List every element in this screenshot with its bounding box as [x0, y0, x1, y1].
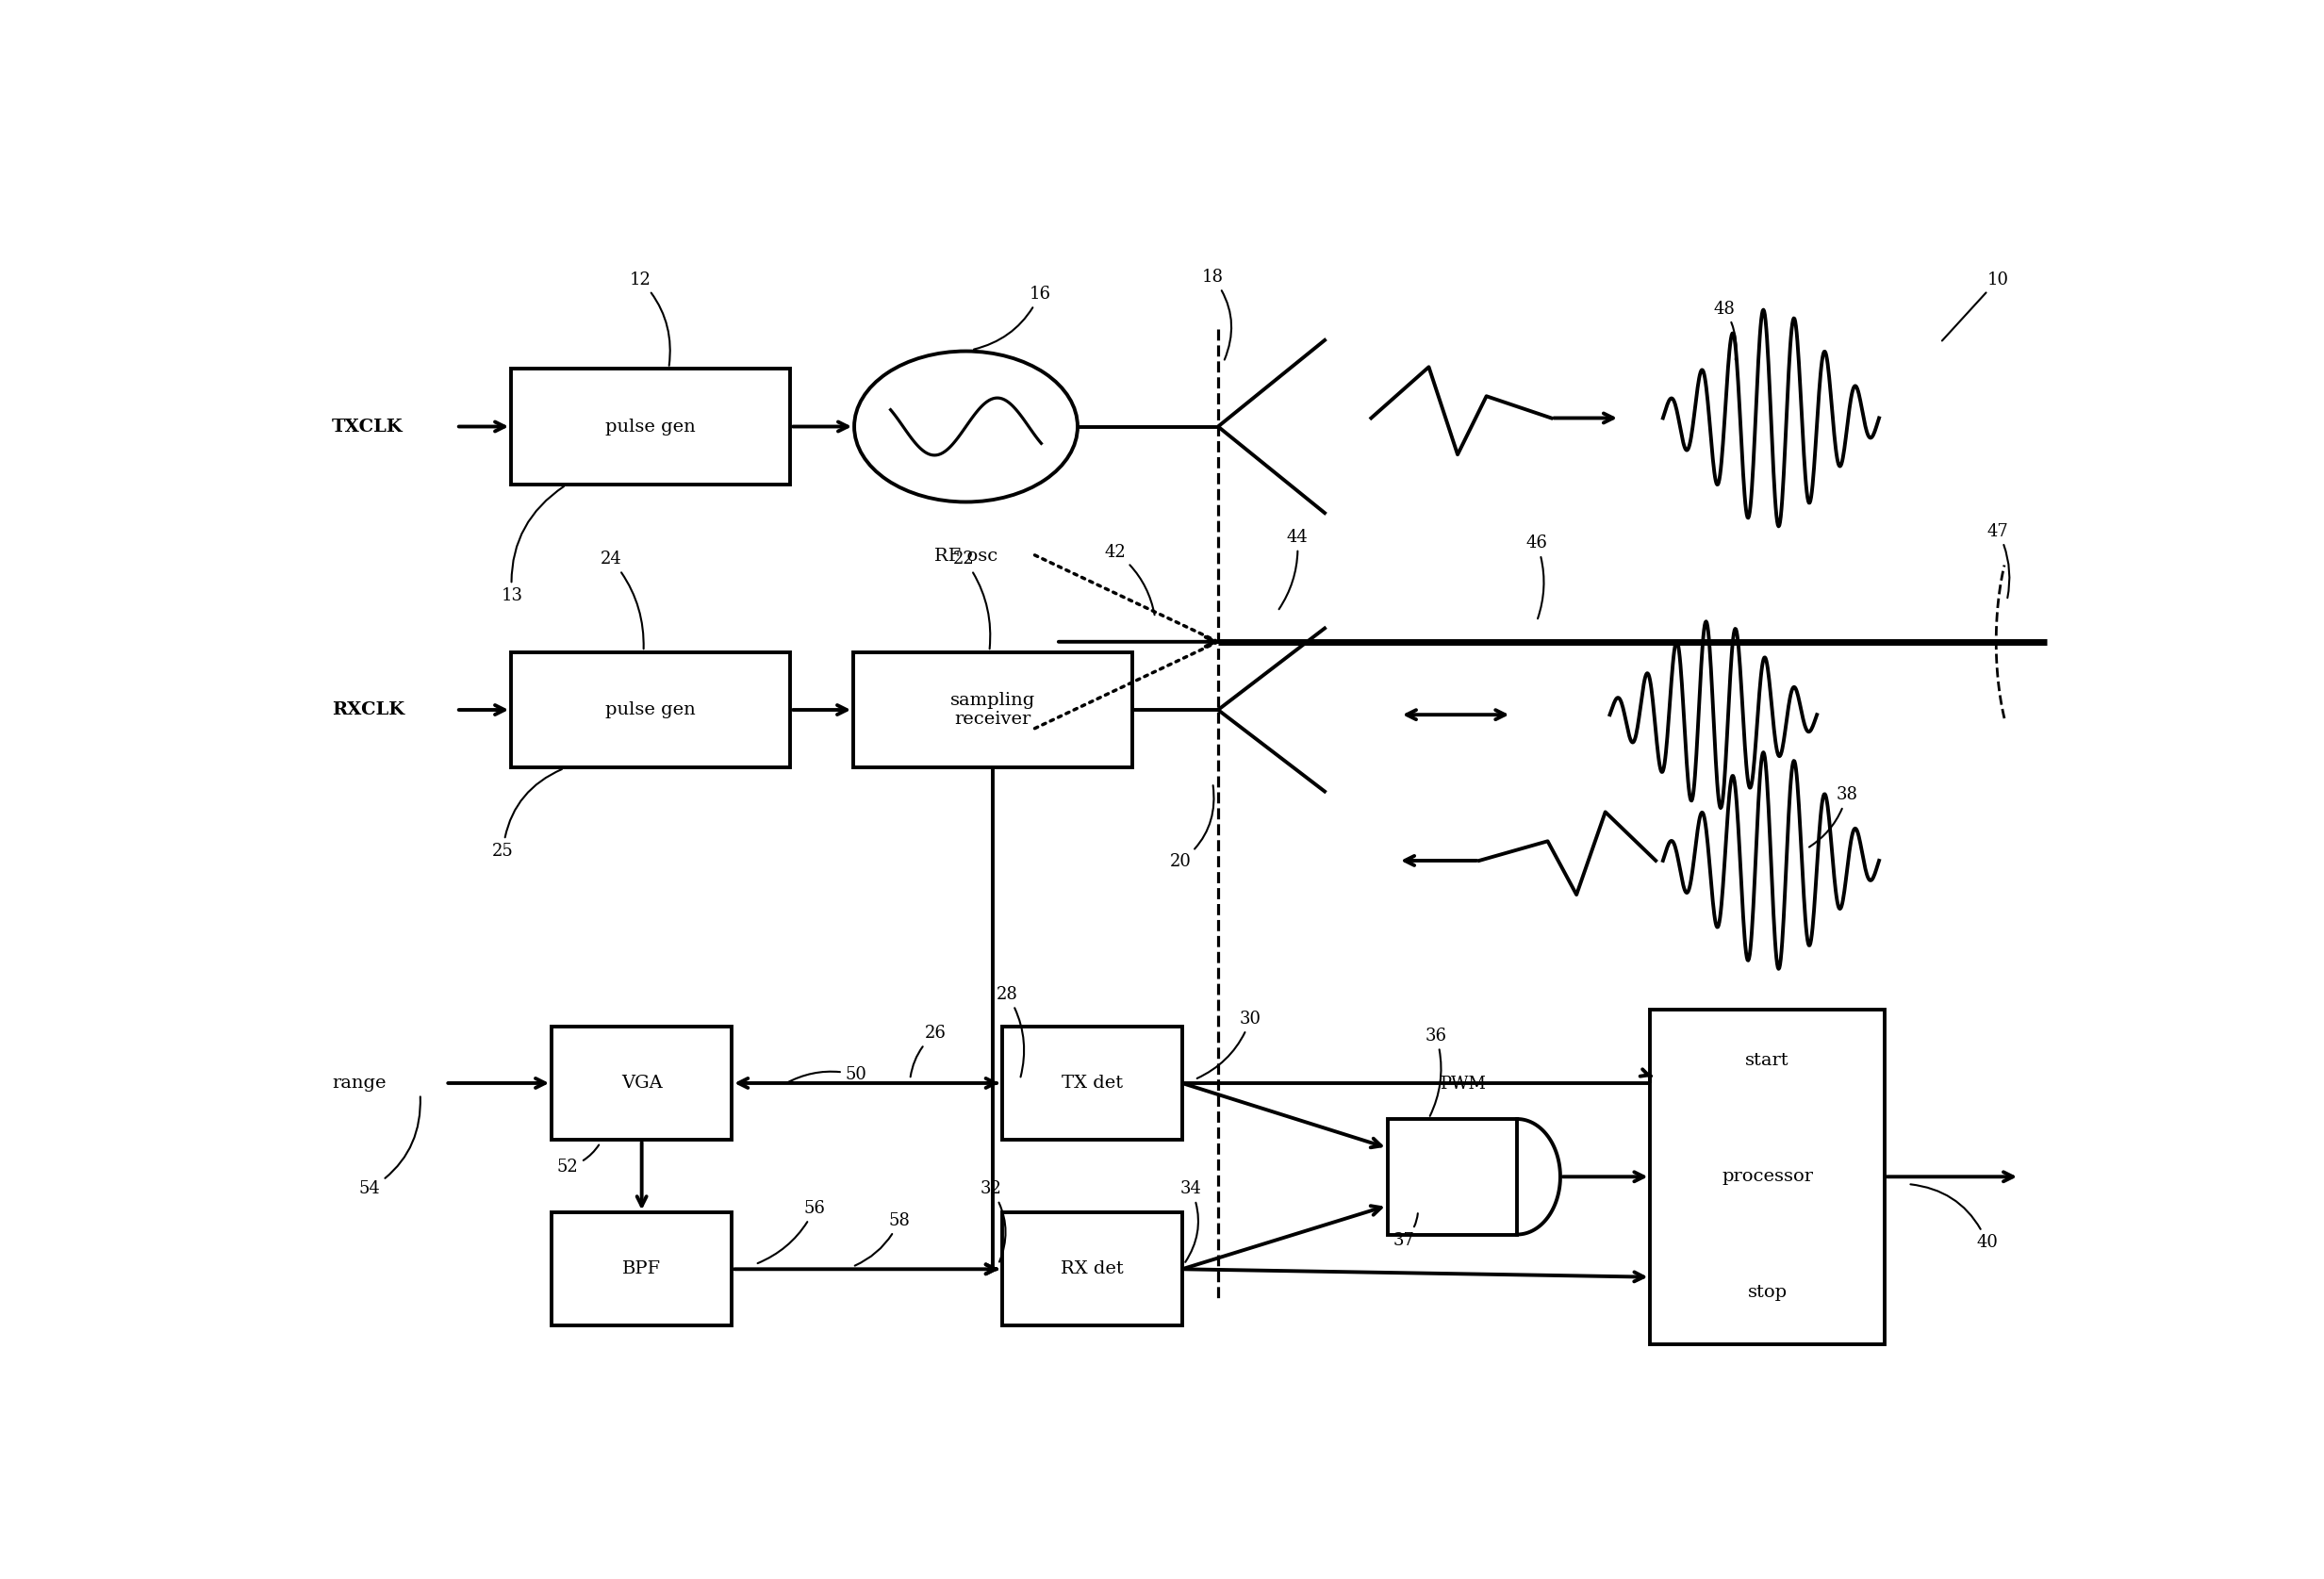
Text: 26: 26	[911, 1025, 946, 1077]
Text: RX det: RX det	[1060, 1260, 1122, 1277]
Text: BPF: BPF	[623, 1260, 660, 1277]
Text: processor: processor	[1722, 1168, 1813, 1186]
Text: pulse gen: pulse gen	[607, 418, 695, 436]
Text: 50: 50	[786, 1066, 867, 1083]
Text: 36: 36	[1425, 1028, 1448, 1116]
Text: 52: 52	[558, 1145, 600, 1176]
Text: TXCLK: TXCLK	[332, 418, 404, 436]
Bar	[1002, 1026, 1183, 1140]
Text: RXCLK: RXCLK	[332, 701, 404, 718]
Text: TX det: TX det	[1062, 1075, 1122, 1091]
Bar	[551, 1213, 732, 1326]
Text: 18: 18	[1202, 268, 1232, 360]
Text: range: range	[332, 1075, 386, 1091]
Text: 30: 30	[1197, 1011, 1262, 1078]
Bar	[511, 369, 790, 485]
Text: 40: 40	[1910, 1184, 1999, 1251]
Text: 32: 32	[981, 1181, 1006, 1262]
Text: 48: 48	[1713, 300, 1736, 360]
Text: start: start	[1745, 1052, 1789, 1069]
Bar	[551, 1026, 732, 1140]
Text: 54: 54	[358, 1097, 421, 1197]
Text: pulse gen: pulse gen	[607, 701, 695, 718]
Text: PWM: PWM	[1441, 1075, 1485, 1093]
Text: sampling
receiver: sampling receiver	[951, 692, 1037, 728]
Text: 58: 58	[855, 1213, 911, 1266]
Text: VGA: VGA	[621, 1075, 662, 1091]
Text: 38: 38	[1810, 786, 1857, 846]
Text: 42: 42	[1104, 543, 1155, 614]
Text: 34: 34	[1181, 1181, 1202, 1262]
Text: 22: 22	[953, 551, 990, 649]
Text: 10: 10	[1943, 272, 2008, 341]
Bar	[853, 652, 1132, 767]
Text: 24: 24	[600, 551, 644, 649]
Text: 56: 56	[758, 1200, 825, 1263]
Text: 47: 47	[1987, 523, 2010, 598]
Bar	[1002, 1213, 1183, 1326]
Bar	[1387, 1120, 1518, 1235]
Text: 44: 44	[1278, 529, 1308, 609]
Text: 13: 13	[502, 486, 565, 605]
Text: 46: 46	[1527, 535, 1548, 619]
Bar	[1650, 1009, 1885, 1344]
Text: 12: 12	[630, 272, 669, 366]
Bar	[511, 652, 790, 767]
Text: 16: 16	[974, 286, 1050, 349]
Text: 25: 25	[493, 769, 562, 859]
Text: 28: 28	[997, 985, 1025, 1077]
Text: stop: stop	[1748, 1284, 1787, 1301]
Text: 20: 20	[1169, 785, 1213, 870]
Text: 37: 37	[1392, 1213, 1418, 1249]
Text: RF osc: RF osc	[934, 548, 997, 565]
